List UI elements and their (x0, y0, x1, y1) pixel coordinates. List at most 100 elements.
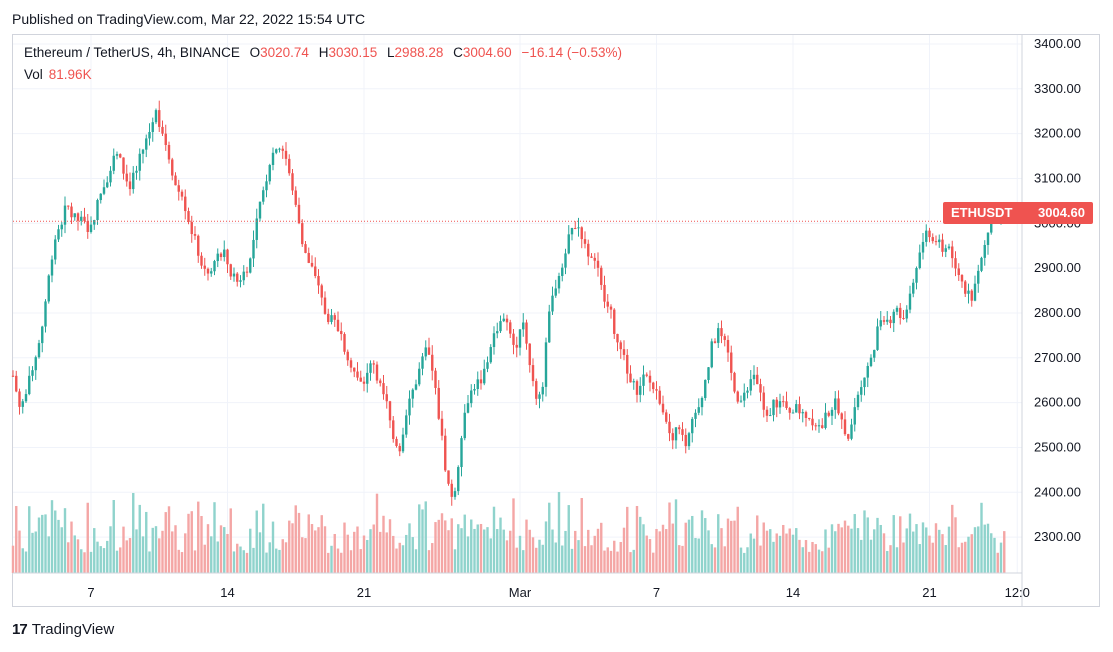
volume-bar (759, 545, 762, 573)
candle-body (141, 149, 145, 154)
volume-bar (986, 523, 990, 573)
candle (226, 248, 229, 274)
volume-bar (587, 529, 590, 573)
tradingview-brand[interactable]: 17 TradingView (12, 621, 114, 638)
candle (148, 123, 151, 146)
candle (297, 197, 301, 225)
candle (314, 257, 317, 279)
volume-bar (223, 527, 226, 573)
candle (197, 234, 200, 263)
volume-bar (167, 506, 171, 573)
candle-body (115, 154, 119, 156)
volume-bar (171, 531, 174, 573)
candle-body (138, 153, 141, 171)
candle-body (184, 196, 187, 212)
candle (106, 176, 109, 189)
volume-bar (775, 533, 778, 573)
candle-body (817, 425, 821, 427)
volume-bar (840, 527, 843, 573)
volume-bar (522, 550, 525, 573)
y-tick-label: 2400.00 (1034, 484, 1081, 499)
candle-body (63, 205, 67, 225)
volume-bar (213, 502, 216, 573)
volume-bar (353, 531, 356, 573)
candle-body (863, 377, 866, 388)
volume-bar (473, 528, 476, 573)
candle-body (973, 283, 977, 301)
candle-body (596, 260, 600, 268)
candle (590, 253, 593, 259)
candle (86, 213, 89, 239)
candle (245, 266, 249, 278)
candle (733, 371, 736, 394)
candle-body (135, 170, 138, 173)
candle-body (421, 356, 424, 369)
candle-body (496, 331, 499, 334)
candle (863, 377, 866, 396)
candle-body (275, 149, 278, 153)
candle (765, 406, 769, 423)
candle (908, 285, 912, 314)
candle-body (915, 268, 918, 283)
x-tick-label: 14 (220, 585, 234, 600)
candle (115, 151, 119, 160)
volume-bar (122, 526, 125, 573)
candle (769, 408, 772, 417)
candle-body (447, 470, 450, 484)
volume-bar (148, 551, 151, 573)
candle (346, 349, 349, 366)
candle-body (772, 399, 775, 416)
volume-bar (590, 545, 593, 573)
candle (411, 388, 414, 408)
candle-body (587, 243, 590, 257)
candle-body (834, 398, 837, 410)
candle (479, 370, 483, 390)
candle (427, 337, 431, 355)
volume-bar (668, 502, 671, 573)
volume-bar (232, 551, 236, 573)
volume-bar (63, 508, 67, 573)
volume-legend: Vol 81.96K (24, 67, 92, 82)
volume-bar (57, 519, 60, 573)
candle-body (392, 420, 395, 439)
volume-bar (895, 547, 899, 573)
volume-bar (486, 527, 489, 573)
candle (639, 377, 642, 403)
volume-bar (951, 504, 954, 573)
volume-bar (28, 506, 31, 573)
volume-bar (385, 532, 388, 573)
candle (167, 141, 171, 164)
candle (915, 266, 918, 290)
candle-body (99, 193, 102, 201)
volume-bar (954, 517, 957, 573)
candle (817, 419, 821, 433)
candle (424, 340, 427, 361)
candle (44, 299, 47, 333)
y-tick-label: 3100.00 (1034, 170, 1081, 185)
candle-body (223, 249, 226, 258)
candle-body (691, 418, 694, 434)
volume-bar (600, 522, 603, 573)
volume-bar (174, 525, 177, 573)
candle (210, 267, 213, 277)
x-tick-label: 7 (87, 585, 94, 600)
volume-bar (613, 540, 616, 573)
candle (359, 370, 362, 382)
candle (414, 379, 418, 391)
candle (522, 313, 525, 337)
volume-bar (398, 542, 401, 573)
candle-body (463, 412, 466, 439)
candle (821, 418, 824, 429)
candle (138, 148, 141, 181)
volume-bar (229, 508, 232, 573)
brand-name: TradingView (31, 621, 115, 638)
candle-body (483, 368, 486, 384)
candle-body (902, 318, 905, 320)
volume-bar (226, 533, 229, 573)
candle-body (518, 329, 522, 348)
candle (960, 274, 964, 288)
candle-body (804, 412, 808, 418)
candle-body (886, 319, 889, 322)
candle (518, 329, 522, 356)
